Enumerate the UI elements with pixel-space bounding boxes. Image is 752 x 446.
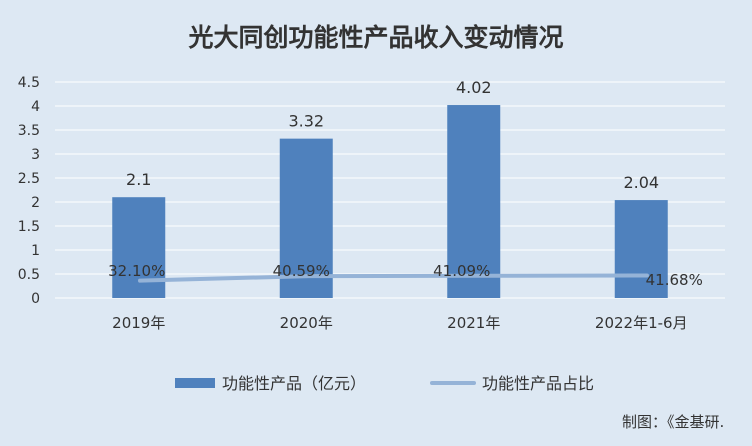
y-tick-label: 0.5 xyxy=(18,267,40,283)
line-data-label: 40.59% xyxy=(273,262,330,280)
x-tick-label: 2019年 xyxy=(112,314,165,332)
y-tick-label: 4.5 xyxy=(18,75,40,91)
y-tick-label: 3 xyxy=(31,147,40,163)
y-tick-label: 2 xyxy=(31,195,40,211)
source-note: 制图：《金基研. xyxy=(622,413,724,431)
x-tick-label: 2021年 xyxy=(447,314,500,332)
bar-data-label: 4.02 xyxy=(456,78,492,97)
chart-title: 光大同创功能性产品收入变动情况 xyxy=(187,23,563,52)
legend-bar-label: 功能性产品（亿元） xyxy=(222,374,366,393)
y-tick-label: 3.5 xyxy=(18,123,40,139)
bar xyxy=(112,197,165,298)
y-tick-label: 4 xyxy=(31,99,40,115)
line-data-label: 41.68% xyxy=(646,271,703,289)
y-tick-label: 1 xyxy=(31,243,40,259)
y-tick-label: 2.5 xyxy=(18,171,40,187)
legend-line-label: 功能性产品占比 xyxy=(482,374,594,393)
legend-bar-swatch xyxy=(175,378,215,388)
line-data-label: 41.09% xyxy=(433,262,490,280)
x-tick-label: 2020年 xyxy=(280,314,333,332)
x-tick-label: 2022年1-6月 xyxy=(595,314,688,332)
bar-data-label: 2.1 xyxy=(126,170,151,189)
bar-data-label: 3.32 xyxy=(288,112,324,131)
bar-data-label: 2.04 xyxy=(623,173,659,192)
y-tick-label: 1.5 xyxy=(18,219,40,235)
line-data-label: 32.10% xyxy=(108,262,165,280)
y-tick-label: 0 xyxy=(31,291,40,307)
